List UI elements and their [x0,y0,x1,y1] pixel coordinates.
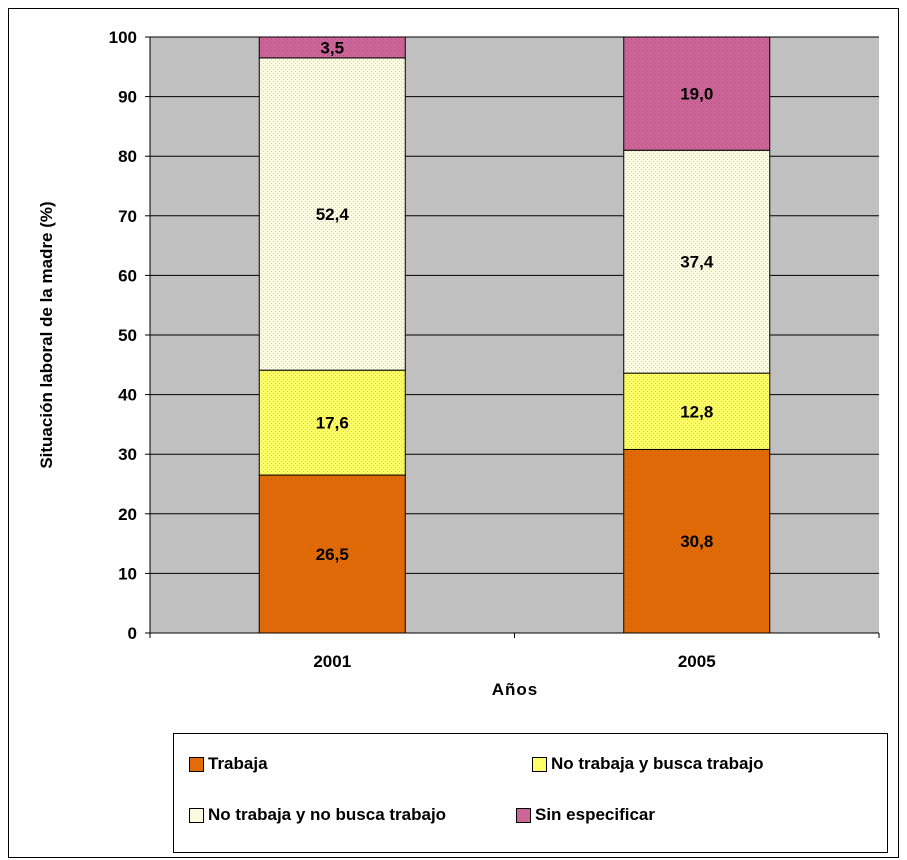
legend-item-trabaja: Trabaja [189,754,268,774]
y-tick-label: 20 [118,505,137,524]
y-tick-label: 90 [118,88,137,107]
legend-label-busca: No trabaja y busca trabajo [551,754,764,773]
y-tick-label: 60 [118,266,137,285]
bar-2005-trabaja-texture [623,449,770,633]
y-tick-label: 80 [118,147,137,166]
data-label: 37,4 [680,253,714,272]
x-axis-title: Años [492,680,539,699]
y-axis-title: Situación laboral de la madre (%) [37,201,56,468]
axes: 0 10 20 30 40 50 60 70 80 90 100 2001 2005 [109,28,880,671]
y-tick-label: 100 [109,28,137,47]
legend-swatch-no-busca [189,807,204,823]
data-label: 30,8 [680,532,713,551]
y-tick-label: 30 [118,445,137,464]
legend-label-no-busca: No trabaja y no busca trabajo [208,805,447,824]
data-label: 52,4 [316,205,350,224]
legend: Trabaja No trabaja y busca trabajo No tr… [173,733,888,853]
data-label: 26,5 [316,545,349,564]
legend-label-sin-especificar: Sin especificar [535,805,656,824]
chart-frame: 0 10 20 30 40 50 60 70 80 90 100 2001 2005 26,5 17,6 5… [8,8,899,858]
x-tick-label: 2001 [313,652,351,671]
data-label: 12,8 [680,402,713,421]
data-label: 3,5 [320,38,344,57]
legend-swatch-sin-especificar [516,807,531,823]
bar-2005-sin-especificar-texture [623,37,770,151]
y-tick-label: 10 [118,564,137,583]
data-labels: 26,5 17,6 52,4 3,5 30,8 12,8 37,4 19,0 [316,38,714,564]
data-label: 19,0 [680,85,713,104]
bar-2001-sin-especificar-texture [259,37,406,58]
y-tick-label: 70 [118,207,137,226]
bar-2001-no-trabaja-y-no-busca-trabajo-texture [259,57,406,371]
bar-2001-trabaja-texture [259,475,406,633]
bar-2005-no-trabaja-y-no-busca-trabajo-texture [623,150,770,374]
y-tick-label: 50 [118,326,137,345]
legend-swatch-busca [532,756,547,772]
bar-2005-no-trabaja-y-busca-trabajo-texture [623,373,770,450]
legend-item-no-busca: No trabaja y no busca trabajo [189,805,446,825]
legend-swatch-trabaja [189,756,204,772]
bars [258,36,771,634]
legend-item-sin-especificar: Sin especificar [516,805,655,825]
y-tick-label: 40 [118,386,137,405]
bar-2001-no-trabaja-y-busca-trabajo-texture [259,370,406,476]
x-tick-label: 2005 [678,652,716,671]
legend-item-busca: No trabaja y busca trabajo [532,754,764,774]
y-tick-label: 0 [128,624,137,643]
data-label: 17,6 [316,414,349,433]
legend-label-trabaja: Trabaja [208,754,268,773]
chart-canvas: 0 10 20 30 40 50 60 70 80 90 100 2001 2005 26,5 17,6 5… [37,28,880,699]
